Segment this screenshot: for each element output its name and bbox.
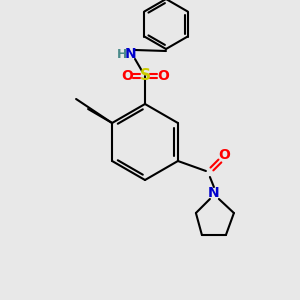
Text: O: O	[218, 148, 230, 162]
Text: S: S	[140, 68, 151, 83]
Text: O: O	[157, 69, 169, 83]
Text: O: O	[121, 69, 133, 83]
Text: N: N	[125, 47, 137, 61]
Text: H: H	[117, 47, 127, 61]
Text: N: N	[208, 186, 220, 200]
